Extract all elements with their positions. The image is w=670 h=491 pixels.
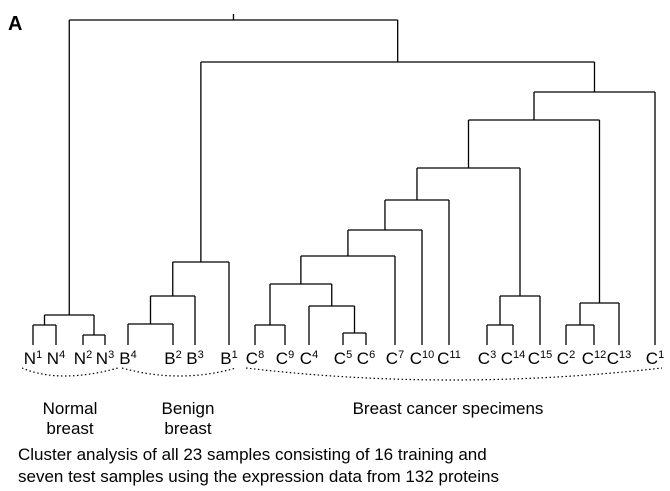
leaf-label: B3 <box>186 349 203 368</box>
leaf-index: 4 <box>59 349 65 361</box>
leaf-letter: C <box>357 349 369 368</box>
leaf-index: 13 <box>619 349 631 361</box>
leaf-label: C1 <box>646 349 664 368</box>
leaf-letter: C <box>607 349 619 368</box>
leaf-index: 9 <box>288 349 294 361</box>
leaf-letter: C <box>557 349 569 368</box>
leaf-letter: C <box>646 349 658 368</box>
leaf-index: 3 <box>198 349 204 361</box>
leaf-label: B1 <box>220 349 237 368</box>
leaf-label: C10 <box>410 349 435 368</box>
leaf-index: 5 <box>346 349 352 361</box>
leaf-index: 1 <box>232 349 238 361</box>
leaf-label: C5 <box>334 349 352 368</box>
leaf-letter: B <box>164 349 175 368</box>
leaf-index: 2 <box>569 349 575 361</box>
leaf-label: C6 <box>357 349 375 368</box>
leaf-letter: C <box>300 349 312 368</box>
leaf-label: C8 <box>246 349 264 368</box>
caption-line: Cluster analysis of all 23 samples consi… <box>18 445 487 464</box>
leaf-letter: C <box>410 349 422 368</box>
leaf-index: 14 <box>513 349 525 361</box>
leaf-letter: N <box>24 349 36 368</box>
leaf-index: 3 <box>490 349 496 361</box>
leaf-index: 12 <box>594 349 606 361</box>
leaf-label: N3 <box>96 349 114 368</box>
leaf-label: C2 <box>557 349 575 368</box>
group-bracket <box>21 367 119 377</box>
leaf-label: C9 <box>276 349 294 368</box>
leaf-label: N4 <box>47 349 65 368</box>
leaf-index: 11 <box>449 349 460 361</box>
leaf-letter: C <box>528 349 540 368</box>
leaf-label: B4 <box>119 349 136 368</box>
leaf-letter: C <box>246 349 258 368</box>
group-label: Benign <box>162 399 215 418</box>
leaf-label: C4 <box>300 349 318 368</box>
leaf-index: 7 <box>398 349 404 361</box>
leaf-index: 2 <box>176 349 182 361</box>
leaf-letter: C <box>276 349 288 368</box>
leaf-letter: C <box>501 349 513 368</box>
leaf-index: 4 <box>131 349 137 361</box>
leaf-label: C15 <box>528 349 553 368</box>
leaf-letter: N <box>96 349 108 368</box>
leaf-letter: C <box>478 349 490 368</box>
leaf-letter: C <box>437 349 449 368</box>
leaf-index: 15 <box>540 349 552 361</box>
leaf-letter: N <box>47 349 59 368</box>
leaf-letter: C <box>582 349 594 368</box>
leaf-letter: B <box>220 349 231 368</box>
leaf-index: 10 <box>422 349 434 361</box>
group-label: Breast cancer specimens <box>353 399 544 418</box>
group-label: breast <box>164 419 212 438</box>
leaf-label: C3 <box>478 349 496 368</box>
leaf-index: 6 <box>369 349 375 361</box>
leaf-label: C7 <box>386 349 404 368</box>
leaf-label: B2 <box>164 349 181 368</box>
leaf-label: N1 <box>24 349 42 368</box>
leaf-label: C11 <box>437 349 461 368</box>
leaf-letter: B <box>186 349 197 368</box>
dendrogram <box>32 14 656 345</box>
leaf-letter: C <box>386 349 398 368</box>
leaf-index: 4 <box>312 349 318 361</box>
leaf-index: 1 <box>36 349 42 361</box>
leaf-label: C14 <box>501 349 526 368</box>
leaf-index: 8 <box>258 349 264 361</box>
leaf-label: N2 <box>74 349 92 368</box>
group-label: breast <box>46 419 94 438</box>
leaf-index: 2 <box>86 349 92 361</box>
leaf-index: 1 <box>658 349 664 361</box>
leaf-index: 3 <box>108 349 114 361</box>
group-label: Normal <box>43 399 98 418</box>
leaf-label: C13 <box>607 349 632 368</box>
leaf-letter: B <box>119 349 130 368</box>
leaf-letter: N <box>74 349 86 368</box>
group-bracket <box>121 367 237 377</box>
leaf-letter: C <box>334 349 346 368</box>
group-bracket <box>245 367 663 381</box>
panel-label: A <box>8 13 22 35</box>
caption-line: seven test samples using the expression … <box>18 467 499 486</box>
leaf-label: C12 <box>582 349 607 368</box>
